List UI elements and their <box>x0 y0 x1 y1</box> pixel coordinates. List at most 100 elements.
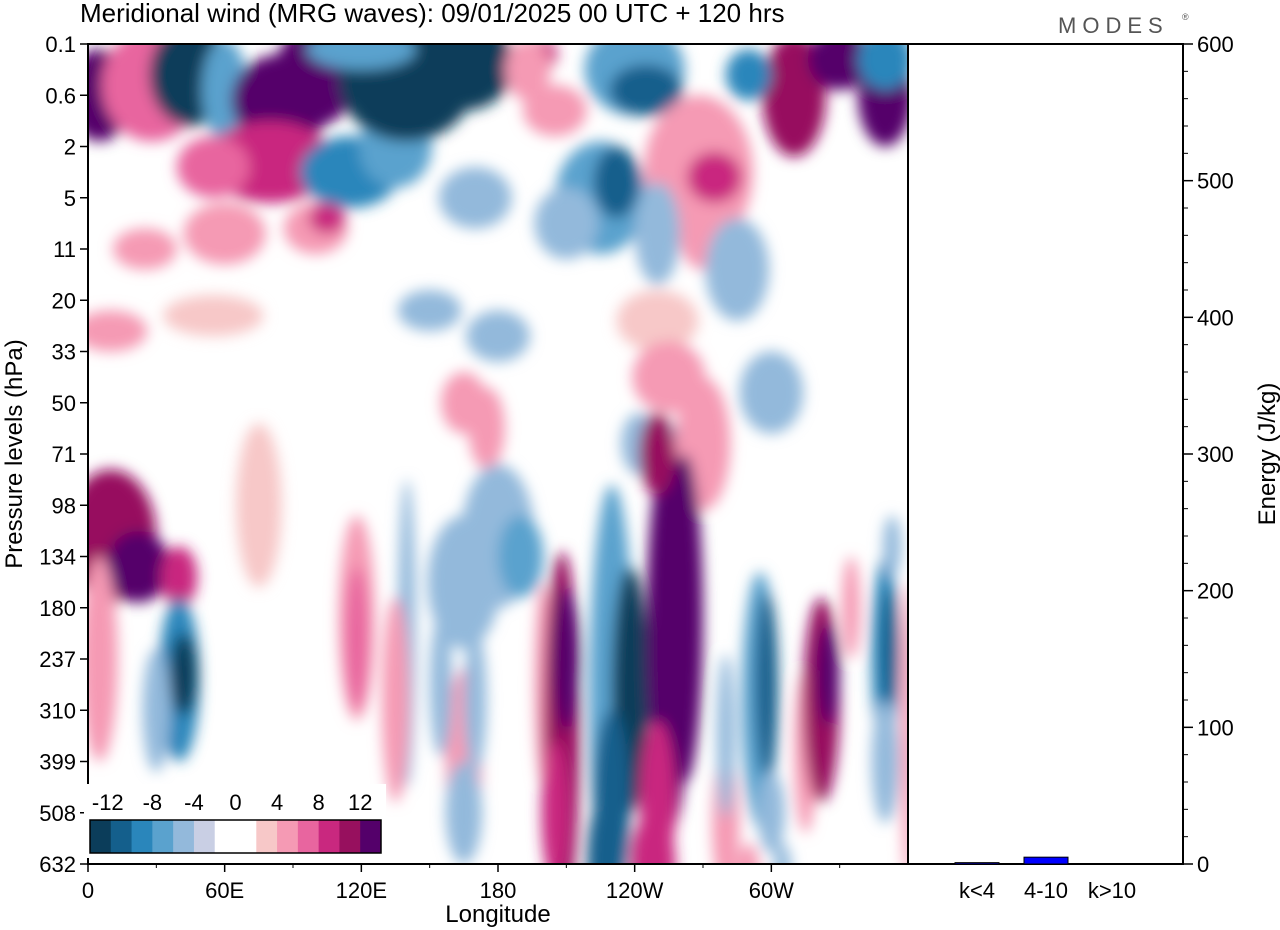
negative-wind-cell <box>871 700 899 823</box>
negative-wind-cell <box>170 633 198 716</box>
colorbar-swatch <box>110 820 133 853</box>
longitude-tick-label: 120E <box>336 878 387 903</box>
positive-wind-cell <box>687 151 742 203</box>
chart-title: Meridional wind (MRG waves): 09/01/2025 … <box>80 0 785 28</box>
energy-bars <box>954 856 1069 865</box>
pressure-tick-label: 508 <box>39 801 76 826</box>
colorbar-label: -8 <box>143 790 163 815</box>
x-axis-label: Longitude <box>445 901 550 928</box>
colorbar-swatch <box>235 820 257 853</box>
positive-wind-cell <box>345 566 369 711</box>
pressure-tick-label: 98 <box>52 493 76 518</box>
colorbar-swatch <box>152 820 174 853</box>
colorbar-labels: -12 -8 -4 0 4 8 12 <box>92 790 373 815</box>
positive-wind-cell <box>616 290 699 352</box>
positive-wind-cell <box>176 136 250 198</box>
colorbar-label: -12 <box>92 790 124 815</box>
positive-wind-cell <box>523 85 587 137</box>
negative-wind-cell <box>634 182 681 285</box>
pressure-tick-label: 11 <box>53 237 76 262</box>
negative-wind-cell <box>857 44 908 91</box>
colorbar: -12 -8 -4 0 4 8 12 <box>84 784 386 858</box>
negative-wind-cell <box>593 710 631 864</box>
negative-wind-cell <box>755 592 779 777</box>
energy-frame <box>907 43 1184 865</box>
positive-wind-cell <box>541 741 569 864</box>
negative-wind-cell <box>880 587 899 711</box>
positive-wind-cell <box>381 597 410 803</box>
energy-tick-label: 400 <box>1197 305 1234 330</box>
negative-wind-cell <box>705 218 770 321</box>
pressure-tick-label: 20 <box>52 288 76 313</box>
energy-category-axis: k<4 4-10 k>10 <box>959 878 1136 903</box>
colorbar-swatch <box>318 820 340 853</box>
pressure-tick-label: 50 <box>52 391 76 416</box>
negative-wind-cell <box>593 146 640 219</box>
colorbar-swatch <box>297 820 320 853</box>
positive-wind-cell <box>106 530 170 603</box>
longitude-tick-label: 60W <box>749 878 794 903</box>
colorbar-swatch <box>360 820 382 853</box>
positive-wind-cell <box>308 202 346 234</box>
colorbar-label: -4 <box>184 790 204 815</box>
energy-panel: 0 100 200 300 400 500 600 k<4 4-10 k>10 Energy (… <box>907 32 1280 903</box>
positive-wind-cell <box>901 582 908 864</box>
pressure-tick-label: 180 <box>39 596 76 621</box>
longitude-tick-label: 120W <box>606 878 664 903</box>
energy-tick-label: 0 <box>1197 852 1209 877</box>
negative-wind-cell <box>586 802 615 864</box>
negative-wind-cell <box>498 515 544 598</box>
pressure-tick-label: 310 <box>39 698 76 723</box>
negative-wind-cell <box>882 515 902 577</box>
y-axis-label: Pressure levels (hPa) <box>1 339 28 568</box>
positive-wind-cell <box>504 44 551 101</box>
colorbar-frame <box>89 819 382 854</box>
negative-wind-cell <box>429 612 453 757</box>
colorbar-swatch <box>131 820 153 853</box>
positive-wind-cell <box>88 310 148 352</box>
positive-wind-cell <box>807 44 872 91</box>
negative-wind-cell <box>739 351 804 434</box>
pressure-tick-label: 5 <box>64 186 76 211</box>
positive-wind-cell <box>236 423 282 588</box>
positive-wind-cell <box>183 202 266 265</box>
positive-wind-cell <box>552 587 580 731</box>
pressure-tick-label: 71 <box>52 442 76 467</box>
negative-wind-cell <box>757 771 785 854</box>
colorbar-swatch <box>256 820 278 853</box>
modes-logo: MODES ® <box>1058 12 1189 38</box>
longitude-tick-label: 180 <box>480 878 517 903</box>
positive-wind-cell <box>841 556 861 659</box>
pressure-tick-label: 237 <box>39 647 76 672</box>
negative-wind-cell <box>774 843 792 864</box>
colorbar-label: 12 <box>348 790 372 815</box>
energy-tick-label: 100 <box>1197 715 1234 740</box>
energy-tick-label: 200 <box>1197 579 1234 604</box>
pressure-tick-label: 399 <box>39 750 76 775</box>
negative-wind-cell <box>413 44 514 111</box>
positive-wind-cell <box>163 295 264 337</box>
energy-category-label: k<4 <box>959 878 995 903</box>
pressure-tick-label: 0.1 <box>45 32 76 57</box>
energy-category-label: 4-10 <box>1024 878 1068 903</box>
positive-wind-cell <box>666 454 703 782</box>
colorbar-swatch <box>277 820 299 853</box>
negative-wind-cell <box>142 648 170 772</box>
positive-wind-cell <box>113 228 177 270</box>
energy-axis-label: Energy (J/kg) <box>1254 383 1280 526</box>
wind-field <box>88 44 908 864</box>
negative-wind-cell <box>716 653 735 818</box>
colorbar-label: 4 <box>271 790 283 815</box>
longitude-tick-label: 60E <box>205 878 244 903</box>
positive-wind-cell <box>816 623 840 726</box>
energy-tick-label: 300 <box>1197 442 1234 467</box>
positive-wind-cell <box>762 44 826 157</box>
negative-wind-cell <box>466 310 530 362</box>
negative-wind-cell <box>725 49 772 101</box>
energy-bar <box>1023 856 1069 865</box>
negative-wind-cell <box>445 761 483 864</box>
contour-panel: 0.1 0.6 2 5 11 20 33 50 71 98 134 180 237 310 399 508 63… <box>1 32 909 928</box>
pressure-tick-label: 33 <box>52 340 76 365</box>
colorbar-swatch <box>214 820 236 853</box>
positive-wind-cell <box>468 387 505 470</box>
